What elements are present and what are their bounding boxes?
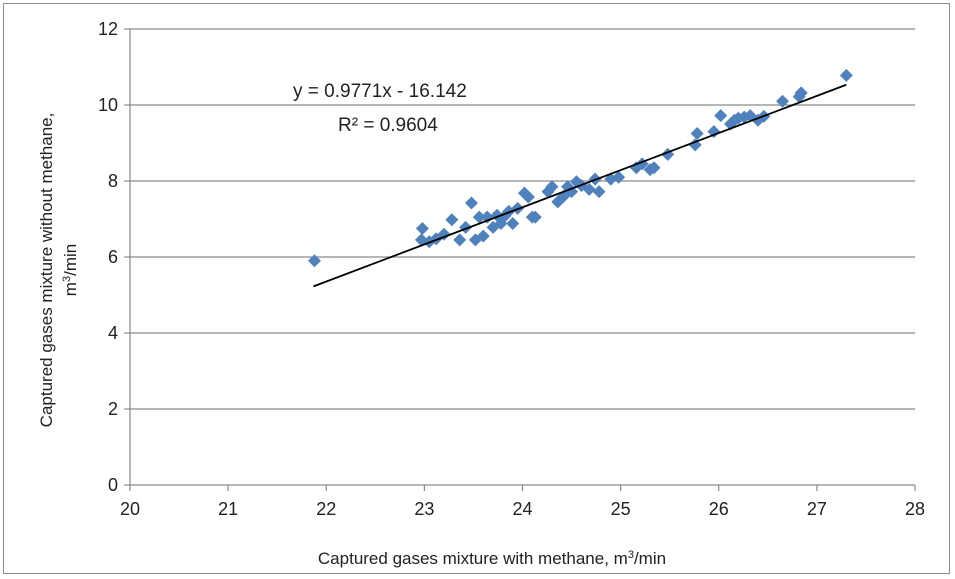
y-axis-title-line2: m3/min (61, 244, 80, 296)
data-point-26 (545, 180, 559, 194)
x-tick-label-21: 21 (218, 499, 238, 519)
x-tick-label-27: 27 (807, 499, 827, 519)
y-axis-title-line2-sup: 3 (61, 276, 73, 282)
data-point-0 (307, 254, 321, 268)
y-axis-title-line2-post: /min (61, 244, 80, 276)
x-tick-label-26: 26 (709, 499, 729, 519)
y-tick-label-2: 2 (108, 399, 118, 419)
trendline-equation: y = 0.9771x - 16.142 (293, 81, 467, 102)
data-point-46 (714, 109, 728, 123)
data-point-45 (707, 125, 721, 139)
x-tick-label-24: 24 (512, 499, 532, 519)
axes (124, 28, 916, 491)
x-tick-label-20: 20 (120, 499, 140, 519)
grid-lines (130, 28, 915, 410)
data-point-9 (464, 196, 478, 210)
x-tick-label-25: 25 (611, 499, 631, 519)
data-point-22 (521, 190, 535, 204)
x-axis-title-tail: /min (634, 549, 666, 568)
y-tick-label-12: 12 (98, 19, 118, 39)
y-tick-label-8: 8 (108, 171, 118, 191)
data-point-11 (472, 210, 486, 224)
x-axis-title-sup: 3 (628, 549, 634, 561)
data-point-57 (839, 68, 853, 82)
data-point-37 (612, 170, 626, 184)
data-point-7 (453, 233, 467, 247)
x-axis-title: Captured gases mixture with methane, m3/… (318, 549, 666, 568)
chart-frame (3, 3, 950, 574)
x-tick-label-22: 22 (316, 499, 336, 519)
trendline (313, 83, 847, 288)
y-tick-label-6: 6 (108, 247, 118, 267)
data-point-12 (476, 229, 490, 243)
y-tick-label-0: 0 (108, 475, 118, 495)
data-point-35 (592, 185, 606, 199)
x-tick-label-28: 28 (905, 499, 925, 519)
y-tick-label-10: 10 (98, 95, 118, 115)
data-point-56 (794, 86, 808, 100)
trendline-r-squared: R² = 0.9604 (338, 115, 438, 136)
y-axis-title-line2-pre: m (61, 282, 80, 296)
y-tick-label-4: 4 (108, 323, 118, 343)
data-point-54 (776, 94, 790, 108)
x-axis-title-main: Captured gases mixture with methane, m (318, 549, 628, 568)
data-point-19 (506, 217, 520, 231)
data-points (307, 68, 853, 268)
data-point-6 (445, 213, 459, 227)
data-point-33 (582, 182, 596, 196)
x-tick-labels: 20 21 22 23 24 25 26 27 28 (120, 499, 925, 519)
y-axis-title-line1: Captured gases mixture without methane, (37, 113, 56, 428)
data-point-2 (415, 222, 429, 235)
data-point-24 (528, 210, 542, 224)
data-point-41 (647, 161, 661, 175)
data-point-44 (690, 127, 704, 140)
y-tick-labels: 0 2 4 6 8 10 12 (98, 19, 118, 495)
x-tick-label-23: 23 (414, 499, 434, 519)
